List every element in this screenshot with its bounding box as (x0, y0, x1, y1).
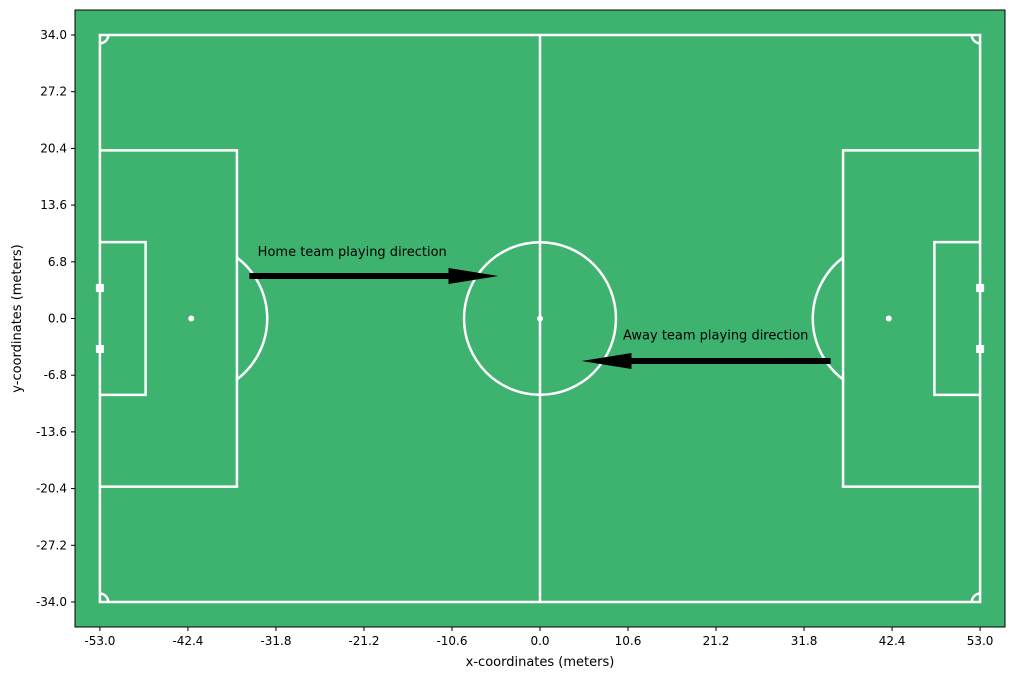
penalty-spot-right (886, 316, 892, 322)
x-tick-label: 31.8 (791, 634, 818, 648)
penalty-spot-left (188, 316, 194, 322)
center-spot (537, 316, 543, 322)
goal-post-right-lower (976, 345, 984, 353)
direction-label: Home team playing direction (258, 245, 447, 260)
y-tick-label: -6.8 (44, 368, 67, 382)
y-tick-label: 34.0 (40, 28, 67, 42)
goal-post-left-lower (96, 345, 104, 353)
x-tick-label: 10.6 (615, 634, 642, 648)
x-tick-label: -10.6 (436, 634, 467, 648)
y-tick-label: -13.6 (36, 425, 67, 439)
x-tick-label: 0.0 (530, 634, 549, 648)
x-tick-label: -21.2 (348, 634, 379, 648)
y-tick-label: 0.0 (48, 312, 67, 326)
y-tick-label: 27.2 (40, 85, 67, 99)
x-axis: -53.0 -42.4 -31.8 -21.2 -10.6 0.0 10.6 21.2 31.8… (84, 627, 993, 648)
x-tick-label: 42.4 (879, 634, 906, 648)
y-tick-label: -34.0 (36, 595, 67, 609)
y-tick-label: 13.6 (40, 198, 67, 212)
direction-label: Away team playing direction (623, 328, 808, 343)
goal-post-left-upper (96, 284, 104, 292)
x-tick-label: -31.8 (260, 634, 291, 648)
y-tick-label: -20.4 (36, 482, 67, 496)
goal-post-right-upper (976, 284, 984, 292)
y-tick-label: -27.2 (36, 538, 67, 552)
y-tick-label: 20.4 (40, 141, 67, 155)
y-axis: 34.0 27.2 20.4 13.6 6.8 0.0 -6.8 -13.6 -20.4 -27.… (36, 28, 75, 609)
x-tick-label: 53.0 (967, 634, 994, 648)
x-axis-label: x-coordinates (meters) (466, 655, 615, 670)
x-tick-label: 21.2 (703, 634, 730, 648)
x-tick-label: -42.4 (172, 634, 203, 648)
y-tick-label: 6.8 (48, 255, 67, 269)
y-axis-label: y-coordinates (meters) (10, 244, 25, 392)
x-tick-label: -53.0 (84, 634, 115, 648)
